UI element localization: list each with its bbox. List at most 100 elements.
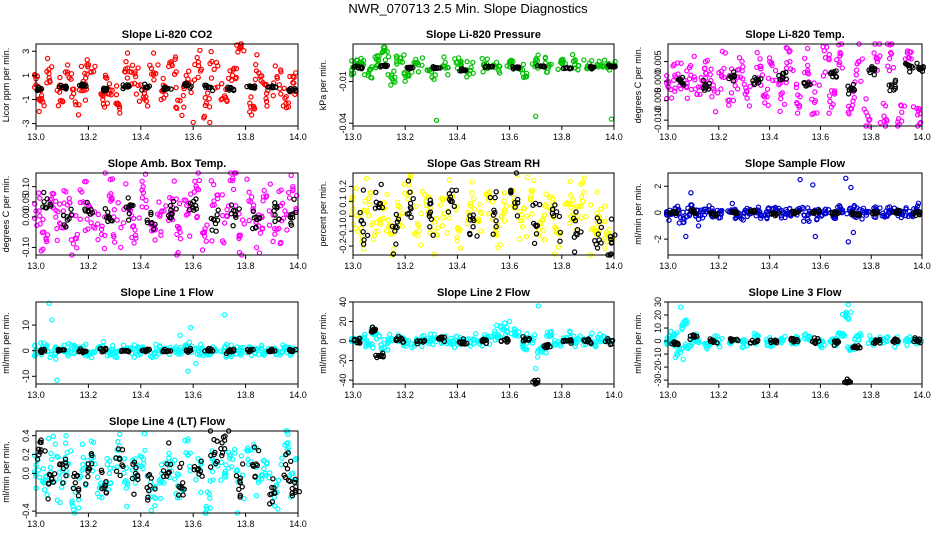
data-point — [132, 232, 139, 238]
data-point — [292, 476, 298, 482]
data-point — [52, 351, 59, 357]
data-point — [260, 79, 266, 86]
data-point — [607, 341, 614, 348]
y-axis-label: degrees C per min. — [633, 47, 643, 124]
data-point — [57, 201, 63, 207]
data-point — [228, 342, 234, 348]
data-point — [686, 212, 693, 219]
y-axis-label: ml/min per min. — [1, 312, 11, 374]
x-tick-label: 14.0 — [289, 390, 307, 400]
data-point — [42, 204, 49, 211]
data-point — [69, 500, 75, 506]
data-point — [850, 229, 857, 236]
data-point — [904, 48, 911, 54]
data-point — [380, 44, 387, 51]
data-point — [558, 59, 565, 65]
data-point — [144, 85, 151, 91]
data-point — [492, 209, 498, 216]
data-point — [378, 181, 384, 188]
data-point — [914, 60, 920, 67]
chart-title: Slope Line 2 Flow — [437, 287, 530, 299]
data-point — [690, 207, 696, 213]
data-point — [608, 116, 615, 122]
plot-frame — [352, 172, 615, 256]
data-point — [678, 345, 685, 352]
data-point — [85, 468, 91, 474]
data-point — [207, 60, 213, 67]
data-point — [366, 212, 372, 219]
series-2 — [675, 60, 926, 97]
data-point — [266, 222, 273, 228]
data-point — [892, 83, 898, 90]
data-point — [588, 58, 595, 64]
data-point — [672, 85, 678, 91]
data-point — [215, 207, 221, 213]
data-point — [395, 203, 401, 209]
data-point — [872, 209, 879, 216]
data-point — [186, 233, 193, 239]
data-point — [826, 110, 832, 116]
plot-points — [32, 428, 302, 516]
data-point — [253, 493, 260, 499]
data-point — [109, 87, 115, 93]
data-point — [492, 328, 498, 334]
data-point — [123, 58, 129, 65]
data-point — [219, 192, 225, 198]
data-point — [188, 89, 194, 96]
data-point — [150, 226, 157, 232]
data-point — [728, 90, 735, 96]
data-point — [446, 177, 453, 183]
data-point — [747, 209, 754, 215]
data-point — [259, 342, 265, 349]
data-point — [278, 461, 284, 468]
data-point — [160, 473, 167, 480]
data-point — [363, 344, 369, 350]
data-point — [510, 66, 517, 72]
data-point — [730, 78, 737, 84]
data-point — [855, 334, 861, 340]
x-tick-label: 13.6 — [184, 132, 202, 142]
data-point — [368, 66, 374, 72]
data-point — [291, 80, 297, 86]
data-point — [184, 438, 191, 444]
data-point — [419, 343, 425, 350]
data-point — [177, 235, 184, 242]
data-point — [147, 483, 153, 489]
data-point — [227, 68, 233, 74]
data-point — [678, 304, 684, 310]
data-point — [367, 189, 373, 196]
data-point — [378, 345, 384, 351]
data-point — [910, 65, 916, 71]
data-point — [812, 89, 818, 95]
data-point — [349, 67, 355, 74]
x-tick-label: 13.2 — [80, 390, 98, 400]
data-point — [63, 86, 69, 92]
data-point — [442, 59, 448, 66]
data-point — [296, 488, 302, 495]
data-point — [148, 211, 154, 218]
data-point — [714, 90, 721, 96]
data-point — [84, 71, 90, 77]
x-tick-label: 13.4 — [761, 132, 779, 142]
data-point — [211, 198, 217, 204]
data-point — [701, 341, 708, 347]
data-point — [90, 68, 97, 75]
data-point — [140, 183, 146, 190]
data-point — [700, 77, 707, 84]
data-point — [84, 57, 90, 63]
data-point — [454, 234, 460, 241]
data-point — [565, 201, 572, 207]
data-point — [376, 333, 383, 339]
data-point — [811, 99, 818, 106]
data-point — [144, 103, 151, 109]
y-tick-label: 10 — [21, 320, 31, 330]
data-point — [727, 73, 734, 80]
data-point — [77, 199, 84, 206]
data-point — [115, 438, 121, 445]
data-point — [353, 185, 359, 191]
data-point — [587, 339, 594, 345]
data-point — [684, 68, 690, 74]
data-point — [239, 461, 246, 467]
data-point — [787, 48, 793, 54]
